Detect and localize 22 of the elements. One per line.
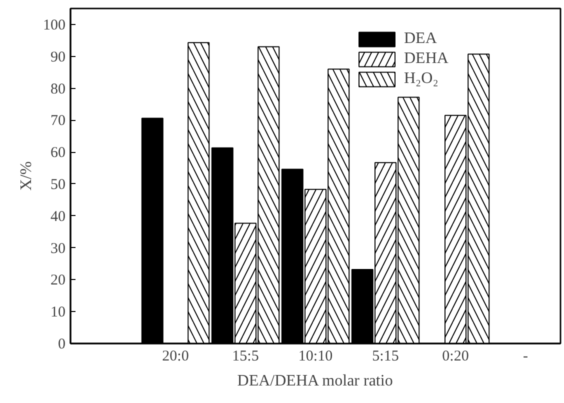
y-tick-label: 80 bbox=[50, 81, 66, 98]
y-tick-label: 60 bbox=[50, 145, 66, 162]
x-tick-label: 10:10 bbox=[298, 348, 333, 364]
legend-label: DEA bbox=[404, 30, 437, 48]
x-tick-label: 15:5 bbox=[232, 348, 259, 364]
y-axis-title: X/% bbox=[18, 161, 35, 191]
y-tick-label: 0 bbox=[58, 336, 66, 352]
y-tick-label: 10 bbox=[50, 304, 66, 321]
legend-label: DEHA bbox=[404, 50, 448, 68]
legend-label: H₂O₂ bbox=[404, 70, 438, 88]
x-tick-label: 0:20 bbox=[442, 348, 469, 364]
y-tick-label: 50 bbox=[50, 176, 66, 193]
x-tick-label: - bbox=[523, 348, 528, 364]
y-tick-label: 20 bbox=[50, 272, 66, 289]
y-tick-label: 70 bbox=[50, 113, 66, 130]
y-tick-label: 30 bbox=[50, 240, 66, 257]
x-axis-title: DEA/DEHA molar ratio bbox=[237, 372, 393, 390]
y-tick-label: 90 bbox=[50, 49, 66, 66]
x-tick-label: 20:0 bbox=[162, 348, 189, 364]
y-tick-label: 100 bbox=[43, 17, 66, 34]
y-tick-label: 40 bbox=[50, 208, 66, 225]
x-tick-label: 5:15 bbox=[372, 348, 399, 364]
